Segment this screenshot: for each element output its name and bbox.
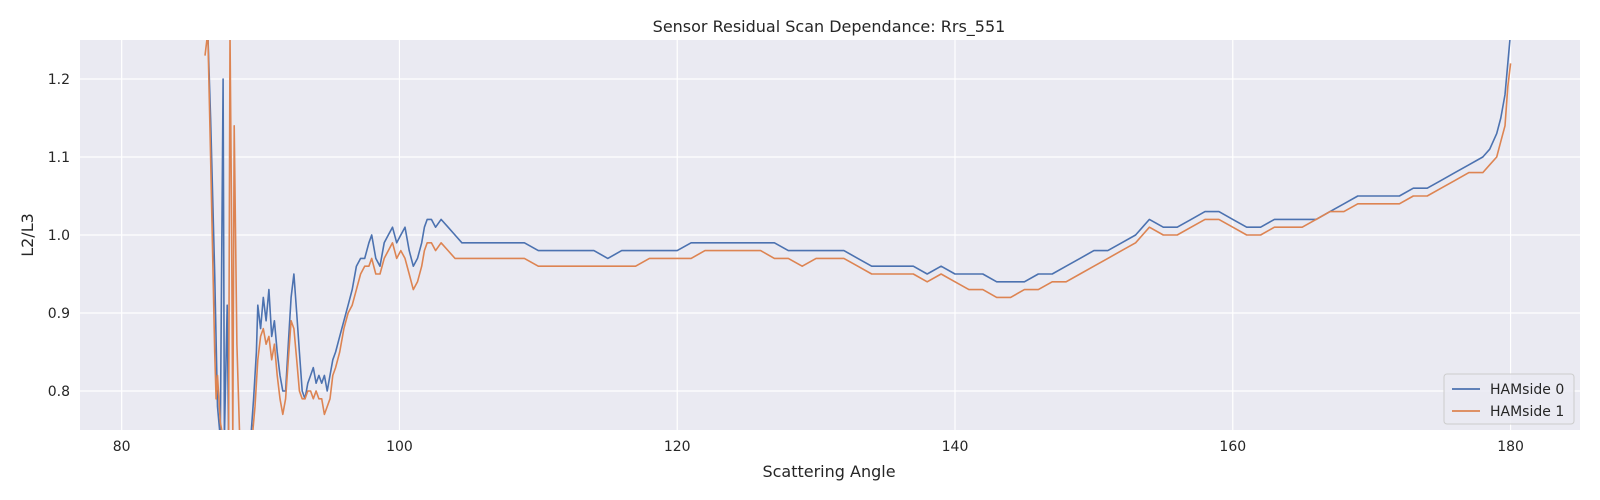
y-tick-label: 1.2 (48, 72, 70, 88)
x-tick-label: 100 (386, 439, 413, 455)
x-tick-label: 140 (942, 439, 969, 455)
grid-lines (80, 40, 1580, 430)
y-tick-labels: 0.8 0.9 1.0 1.1 1.2 (48, 72, 70, 400)
legend-label: HAMside 0 (1490, 382, 1564, 398)
legend-label: HAMside 1 (1490, 404, 1564, 420)
y-tick-label: 0.8 (48, 384, 70, 400)
series-line-1 (204, 40, 1512, 430)
x-tick-label: 120 (664, 439, 691, 455)
series-lines (204, 40, 1512, 430)
y-tick-label: 1.1 (48, 150, 70, 166)
legend: HAMside 0 HAMside 1 (1443, 373, 1575, 425)
y-tick-label: 1.0 (48, 228, 70, 244)
x-tick-label: 180 (1497, 439, 1524, 455)
y-axis-label: L2/L3 (18, 213, 37, 257)
x-tick-labels: 80 100 120 140 160 180 (113, 439, 1524, 455)
x-tick-label: 80 (113, 439, 131, 455)
x-tick-label: 160 (1219, 439, 1246, 455)
x-axis-label: Scattering Angle (762, 462, 895, 481)
chart-title: Sensor Residual Scan Dependance: Rrs_551 (653, 17, 1006, 37)
y-tick-label: 0.9 (48, 306, 70, 322)
